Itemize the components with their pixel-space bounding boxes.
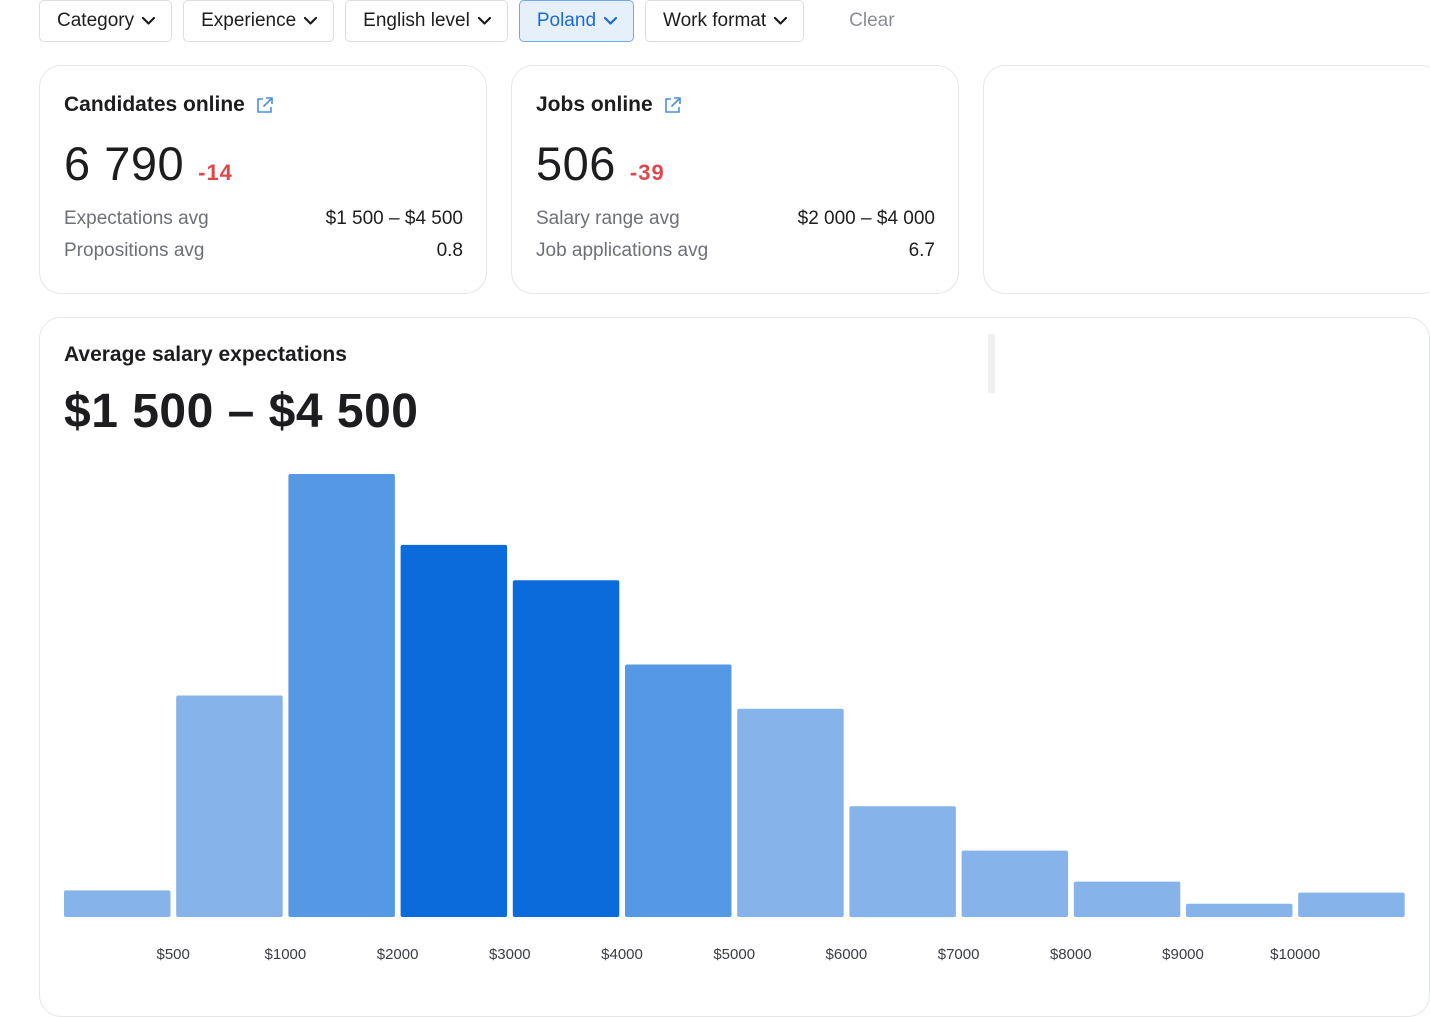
stat-value: $1 500 – $4 500 [325, 208, 463, 229]
stat-label: Job applications avg [536, 240, 709, 261]
chevron-down-icon [604, 16, 618, 25]
stat-row: Job applications avg 6.7 [536, 240, 935, 262]
external-link-icon[interactable] [663, 96, 682, 115]
card-title: Candidates online [64, 93, 245, 116]
stat-row: Salary range avg $2 000 – $4 000 [536, 208, 935, 230]
x-tick-label: $1000 [265, 946, 307, 963]
x-tick-label: $10000 [1270, 946, 1320, 963]
filter-label: Poland [536, 9, 597, 31]
x-tick-label: $9000 [1162, 946, 1204, 963]
stat-label: Propositions avg [64, 240, 205, 261]
x-tick-label: $4000 [601, 946, 643, 963]
histogram-bar[interactable] [176, 695, 283, 918]
external-link-icon[interactable] [255, 96, 274, 115]
stat-value: 6.7 [908, 240, 935, 261]
x-tick-label: $7000 [938, 946, 980, 963]
histogram-bar[interactable] [400, 544, 508, 917]
stat-label: Salary range avg [536, 208, 680, 229]
chevron-down-icon [477, 16, 491, 25]
filter-label: Work format [663, 9, 767, 31]
stat-label: Expectations avg [64, 208, 209, 229]
card-title: Jobs online [536, 93, 653, 116]
jobs-count: 506 [536, 137, 616, 190]
histogram-bar[interactable] [1186, 903, 1293, 917]
salary-histogram: $500 $1000 $2000 $3000 $4000 $5000 $6000 $7000 $… [64, 474, 1405, 963]
histogram-bar[interactable] [737, 708, 844, 917]
histogram-bar[interactable] [1073, 881, 1181, 917]
salary-range-value: $1 500 – $4 500 [64, 385, 419, 438]
filter-label: Category [57, 9, 135, 31]
histogram-bar[interactable] [961, 850, 1069, 917]
x-tick-label: $3000 [489, 946, 531, 963]
stat-row: Propositions avg 0.8 [64, 240, 463, 262]
stat-value: 0.8 [436, 240, 463, 261]
stat-row: Expectations avg $1 500 – $4 500 [64, 208, 463, 230]
filter-bar: Category Experience English level Poland… [39, 0, 895, 42]
histogram-bar[interactable] [64, 890, 171, 917]
chart-title: Average salary expectations [64, 343, 347, 366]
histogram-bar[interactable] [288, 474, 395, 917]
x-tick-label: $500 [157, 946, 190, 963]
filter-label: English level [363, 9, 470, 31]
x-tick-label: $5000 [713, 946, 755, 963]
stat-value: $2 000 – $4 000 [797, 208, 935, 229]
chevron-down-icon [142, 16, 156, 25]
filter-category[interactable]: Category [39, 0, 173, 42]
histogram-bar[interactable] [512, 580, 620, 917]
histogram-bar[interactable] [625, 664, 732, 918]
jobs-card: Jobs online 506 -39 Salary range avg $2 … [511, 65, 959, 294]
clear-filters-button[interactable]: Clear [849, 10, 895, 31]
histogram-bar[interactable] [849, 806, 956, 918]
filter-english-level[interactable]: English level [345, 0, 508, 42]
x-tick-label: $2000 [377, 946, 419, 963]
partial-card [983, 65, 1430, 294]
candidates-title-link[interactable]: Candidates online [64, 93, 463, 117]
jobs-title-link[interactable]: Jobs online [536, 93, 935, 117]
salary-chart-card: Average salary expectations $1 500 – $4 … [39, 317, 1430, 1017]
filter-experience[interactable]: Experience [183, 0, 335, 42]
chevron-down-icon [304, 16, 318, 25]
candidates-delta: -14 [198, 160, 233, 185]
chevron-down-icon [774, 16, 788, 25]
filter-label: Experience [201, 9, 297, 31]
scrollbar-thumb[interactable] [988, 334, 995, 393]
x-tick-label: $6000 [826, 946, 868, 963]
histogram-bar[interactable] [1298, 892, 1405, 917]
candidates-count: 6 790 [64, 137, 185, 190]
filter-work-format[interactable]: Work format [645, 0, 805, 42]
filter-location[interactable]: Poland [518, 0, 635, 42]
jobs-delta: -39 [629, 160, 665, 185]
candidates-card: Candidates online 6 790 -14 Expectations… [39, 65, 487, 294]
x-tick-label: $8000 [1050, 946, 1092, 963]
